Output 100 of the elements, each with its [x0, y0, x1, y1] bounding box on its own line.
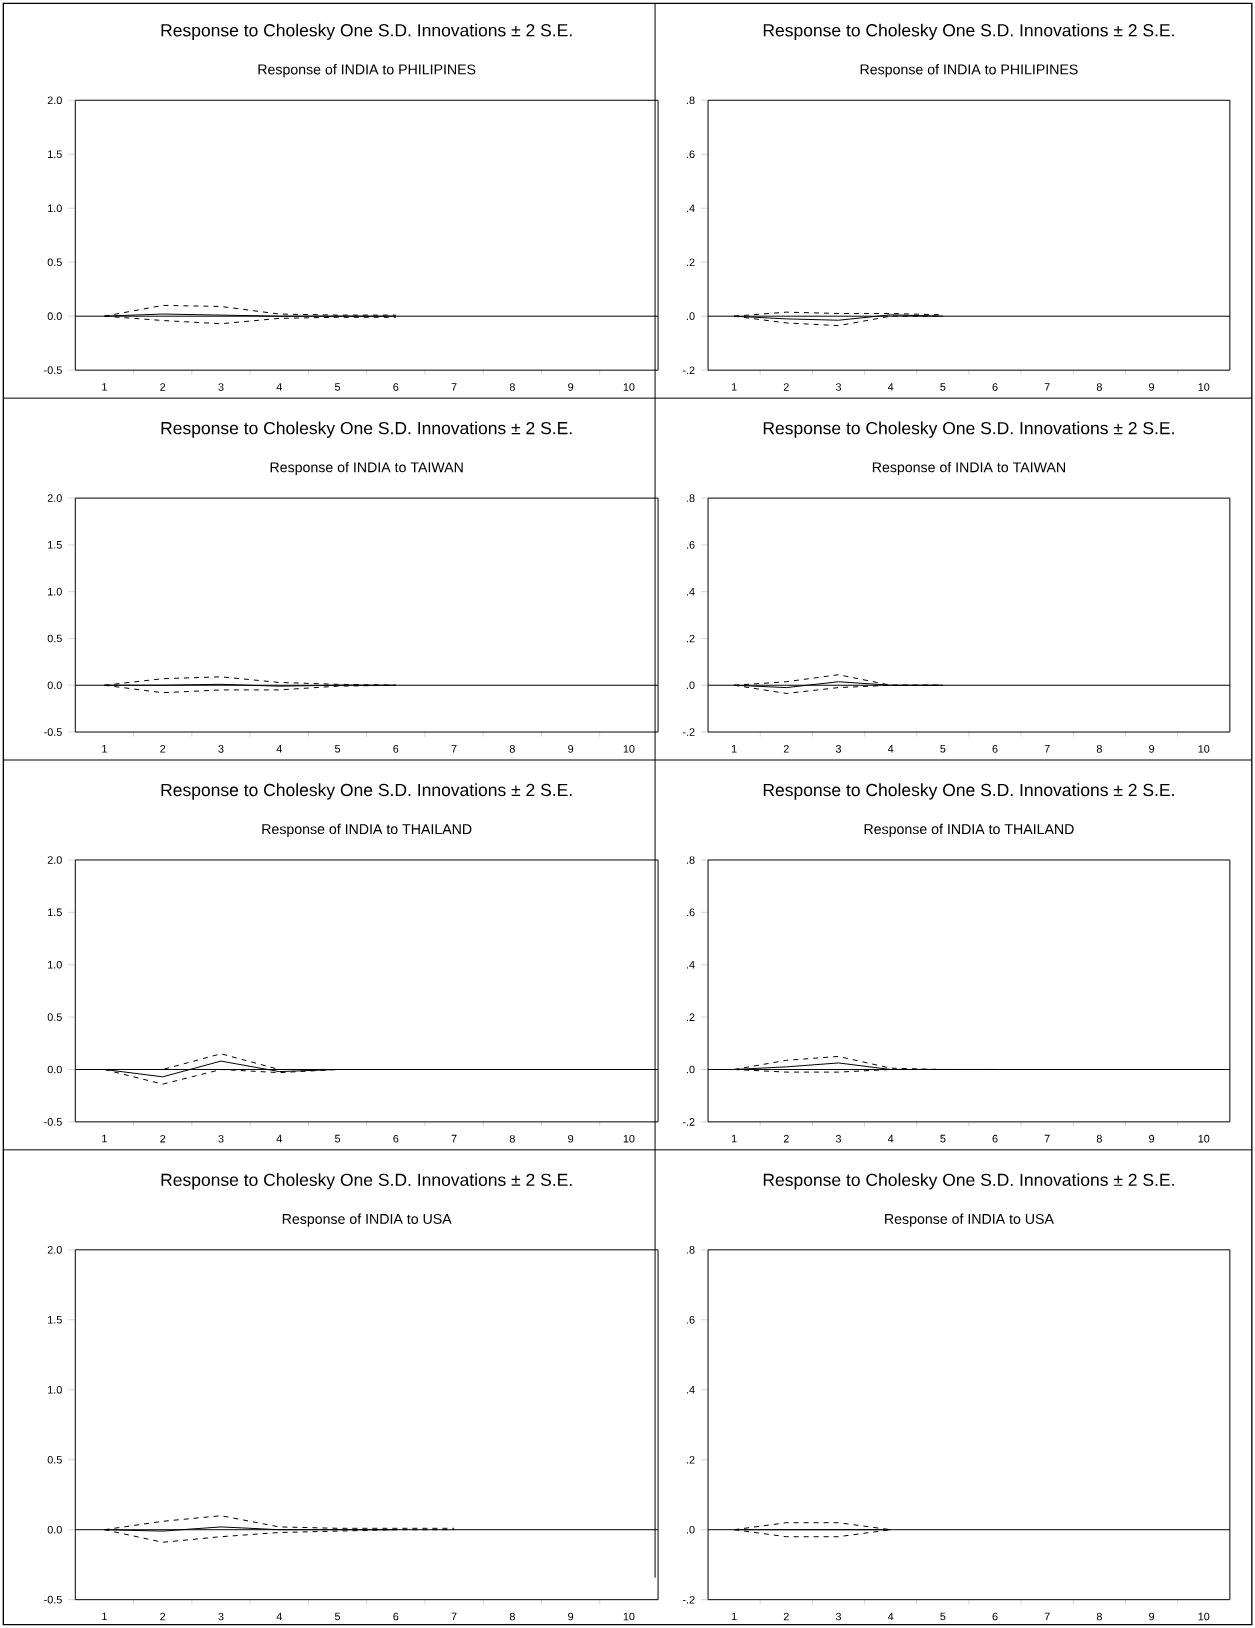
x-tick-label: 10 [623, 745, 635, 753]
y-tick-label: -0.5 [44, 366, 62, 374]
x-tick-label: 4 [887, 1612, 894, 1621]
x-tick-label: 3 [835, 1612, 841, 1621]
x-tick-label: 5 [940, 383, 946, 391]
x-tick-label: 7 [1044, 1612, 1050, 1621]
x-tick-label: 7 [451, 383, 457, 391]
chart-title: Response to Cholesky One S.D. Innovations ± 2 S.E. [763, 421, 1174, 438]
y-tick-label: 0.0 [47, 681, 62, 690]
y-tick-label: .6 [686, 541, 695, 549]
y-tick-label: .8 [686, 96, 695, 105]
y-tick-label: -.2 [682, 728, 695, 736]
x-tick-label: 4 [887, 745, 894, 753]
x-tick-label: 1 [102, 1612, 107, 1621]
x-tick-label: 6 [393, 1612, 399, 1621]
y-tick-label: .4 [686, 587, 695, 596]
x-tick-label: 4 [887, 1134, 894, 1143]
x-tick-label: 8 [509, 745, 515, 753]
y-tick-label: .0 [686, 312, 695, 321]
chart-subtitle: Response of INDIA to PHILIPINES [860, 64, 1078, 78]
chart-title: Response to Cholesky One S.D. Innovations ± 2 S.E. [763, 23, 1174, 40]
y-tick-label: .2 [686, 1013, 695, 1021]
x-tick-label: 5 [940, 1134, 946, 1143]
x-tick-label: 7 [451, 1134, 457, 1143]
x-tick-label: 3 [218, 1612, 224, 1621]
x-tick-label: 3 [835, 383, 841, 391]
x-tick-label: 2 [783, 745, 789, 753]
y-tick-label: 0.5 [47, 1455, 62, 1464]
x-tick-label: 1 [731, 1612, 737, 1621]
y-tick-label: 0.5 [47, 258, 62, 267]
x-tick-label: 5 [334, 1612, 341, 1621]
chart-subtitle: Response of INDIA to THAILAND [262, 823, 472, 837]
y-tick-label: -0.5 [44, 1118, 62, 1126]
x-tick-label: 10 [1198, 383, 1210, 391]
x-tick-label: 9 [568, 1134, 574, 1143]
y-tick-label: .8 [686, 494, 695, 502]
y-tick-label: .4 [686, 1386, 695, 1394]
y-tick-label: -.2 [682, 1118, 695, 1126]
chart-subtitle: Response of INDIA to THAILAND [864, 823, 1074, 837]
chart-title: Response to Cholesky One S.D. Innovations ± 2 S.E. [763, 1173, 1174, 1190]
chart-title: Response to Cholesky One S.D. Innovations ± 2 S.E. [161, 1173, 572, 1190]
x-tick-label: 10 [1198, 745, 1210, 753]
x-tick-label: 2 [783, 1612, 789, 1621]
x-tick-label: 8 [1096, 1612, 1102, 1621]
x-tick-label: 4 [887, 383, 894, 391]
y-tick-label: 0.0 [47, 1525, 62, 1534]
x-tick-label: 1 [731, 383, 737, 391]
x-tick-label: 4 [276, 383, 282, 391]
chart-subtitle: Response of INDIA to USA [885, 1213, 1054, 1227]
x-tick-label: 7 [451, 745, 457, 753]
x-tick-label: 8 [1096, 745, 1102, 753]
x-tick-label: 5 [334, 383, 341, 391]
y-tick-label: 0.5 [47, 1013, 62, 1021]
x-tick-label: 7 [1044, 1134, 1050, 1143]
y-tick-label: .4 [686, 961, 695, 969]
x-tick-label: 2 [160, 383, 166, 391]
y-tick-label: 0.0 [47, 1065, 62, 1074]
x-tick-label: 10 [1198, 1134, 1210, 1143]
y-tick-label: .0 [686, 1065, 695, 1074]
chart-title: Response to Cholesky One S.D. Innovations ± 2 S.E. [763, 783, 1174, 800]
y-tick-label: 1.5 [48, 1316, 62, 1324]
y-tick-label: 1.5 [48, 541, 62, 549]
x-tick-label: 2 [160, 745, 166, 753]
x-tick-label: 9 [568, 383, 574, 391]
x-tick-label: 2 [783, 383, 789, 391]
x-tick-label: 6 [393, 1134, 399, 1143]
y-tick-label: .2 [686, 634, 695, 643]
x-tick-label: 8 [509, 1134, 515, 1143]
y-tick-label: -0.5 [44, 1595, 62, 1604]
x-tick-label: 6 [393, 383, 399, 391]
y-tick-label: .0 [686, 1525, 695, 1534]
x-tick-label: 1 [102, 745, 107, 753]
x-tick-label: 10 [1198, 1612, 1210, 1621]
chart-title: Response to Cholesky One S.D. Innovations ± 2 S.E. [161, 23, 572, 40]
x-tick-label: 5 [940, 1612, 946, 1621]
x-tick-label: 5 [334, 1134, 341, 1143]
x-tick-label: 10 [623, 1612, 635, 1621]
y-tick-label: 1.0 [48, 1385, 62, 1394]
x-tick-label: 4 [276, 1134, 282, 1143]
y-tick-label: .0 [686, 681, 695, 690]
x-tick-label: 6 [992, 383, 998, 391]
x-tick-label: 7 [451, 1612, 457, 1621]
x-tick-label: 7 [1044, 745, 1050, 753]
x-tick-label: 9 [568, 1612, 574, 1621]
x-tick-label: 4 [276, 745, 282, 753]
x-tick-label: 2 [783, 1134, 789, 1143]
y-tick-label: .4 [686, 204, 695, 212]
y-tick-label: 1.0 [48, 960, 62, 969]
y-tick-label: -.2 [682, 366, 695, 374]
y-tick-label: 1.0 [48, 587, 62, 596]
x-tick-label: 1 [102, 1134, 107, 1143]
x-tick-label: 9 [1148, 1612, 1154, 1621]
x-tick-label: 8 [509, 1612, 515, 1621]
x-tick-label: 4 [276, 1612, 282, 1621]
x-tick-label: 3 [218, 1134, 224, 1143]
chart-subtitle: Response of INDIA to TAIWAN [270, 461, 463, 476]
x-tick-label: 8 [1096, 1134, 1102, 1143]
y-tick-label: .6 [686, 1315, 695, 1324]
x-tick-label: 3 [218, 745, 224, 753]
x-tick-label: 7 [1044, 383, 1050, 391]
